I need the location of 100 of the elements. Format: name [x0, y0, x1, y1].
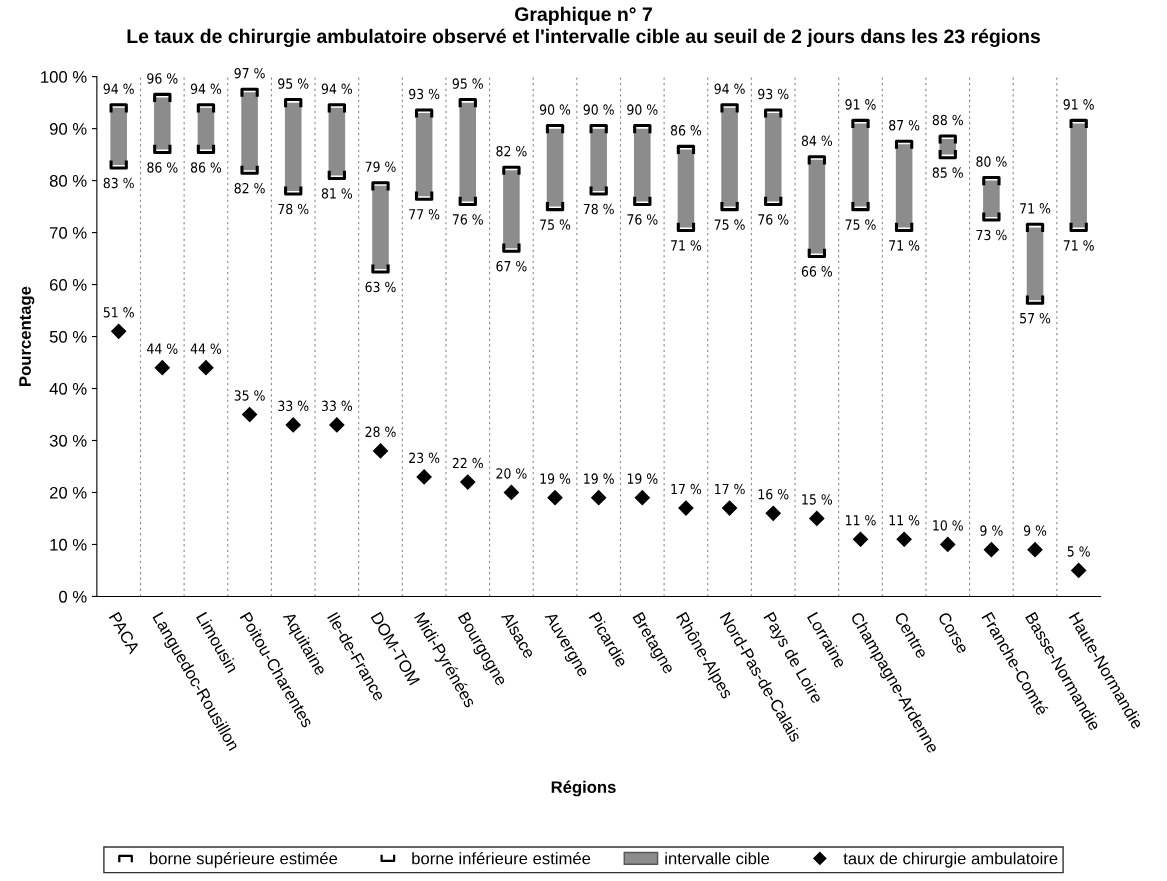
- point: [1071, 562, 1087, 579]
- data-label: 90 %: [627, 104, 658, 115]
- data-label: 85 %: [932, 167, 963, 178]
- y-tick-label: 10 %: [50, 538, 87, 551]
- point: [634, 490, 650, 506]
- data-label: 11 %: [889, 514, 920, 526]
- data-label: 71 %: [671, 240, 702, 251]
- bar: [459, 102, 477, 202]
- data-label: 94 %: [103, 83, 134, 95]
- data-label: 33 %: [321, 400, 353, 412]
- data-label: 9 %: [1023, 525, 1047, 536]
- point: [198, 360, 214, 376]
- point: [852, 531, 869, 547]
- data-label: 76 %: [758, 214, 789, 225]
- data-label: 71 %: [1020, 203, 1051, 214]
- bar: [721, 107, 738, 207]
- data-label: 44 %: [190, 343, 222, 354]
- point: [591, 490, 607, 506]
- data-label: 67 %: [496, 260, 527, 272]
- data-label: 79 %: [365, 161, 396, 172]
- bar: [415, 113, 433, 197]
- data-label: 22 %: [452, 457, 483, 469]
- data-label: 75 %: [845, 219, 876, 230]
- bar: [677, 149, 695, 228]
- data-label: 71 %: [1063, 240, 1094, 251]
- data-label: 28 %: [365, 426, 396, 438]
- bar: [154, 97, 171, 150]
- data-label: 78 %: [278, 203, 309, 215]
- legend-label: taux de chirurgie ambulatoire: [843, 852, 1058, 868]
- data-label: 94 %: [190, 83, 222, 95]
- bar: [372, 185, 389, 269]
- y-tick-label: 50 %: [49, 330, 87, 343]
- data-label: 87 %: [889, 119, 920, 131]
- data-label: 19 %: [584, 473, 614, 484]
- data-label: 73 %: [976, 229, 1007, 241]
- data-label: 97 %: [234, 67, 265, 79]
- data-label: 33 %: [278, 400, 309, 412]
- bar: [546, 128, 564, 207]
- point: [809, 510, 825, 527]
- legend-label: borne inférieure estimée: [412, 851, 591, 865]
- data-label: 82 %: [234, 182, 265, 194]
- y-axis-title: Pourcentage: [19, 286, 35, 386]
- point: [1027, 542, 1043, 558]
- bar: [328, 107, 346, 176]
- y-tick-label: 80 %: [49, 175, 87, 187]
- y-tick-label: 0 %: [59, 590, 87, 603]
- data-label: 51 %: [103, 307, 134, 318]
- legend-label: intervalle cible: [665, 852, 770, 865]
- y-tick-label: 40 %: [49, 382, 87, 395]
- data-label: 71 %: [889, 240, 920, 251]
- bar: [241, 92, 258, 171]
- data-label: 19 %: [627, 473, 658, 484]
- y-tick-label: 60 %: [50, 278, 87, 291]
- legend-label: borne supérieure estimée: [149, 851, 338, 868]
- data-label: 15 %: [802, 494, 833, 505]
- data-label: 5 %: [1067, 546, 1090, 557]
- data-label: 95 %: [452, 78, 483, 89]
- bar: [1026, 227, 1044, 301]
- data-label: 23 %: [409, 452, 440, 464]
- data-label: 16 %: [758, 488, 789, 500]
- data-label: 35 %: [234, 390, 265, 401]
- data-label: 20 %: [496, 468, 527, 479]
- bar: [983, 180, 1000, 217]
- bar: [634, 128, 651, 202]
- data-label: 82 %: [496, 145, 527, 157]
- bar: [764, 113, 782, 202]
- bar: [852, 123, 869, 207]
- bar: [503, 170, 520, 249]
- chart-title: Graphique n° 7: [515, 6, 652, 25]
- data-label: 44 %: [147, 343, 178, 354]
- point: [416, 469, 432, 485]
- y-tick-label: 70 %: [50, 226, 87, 239]
- point: [896, 531, 912, 547]
- point: [678, 500, 694, 516]
- data-label: 76 %: [627, 214, 658, 225]
- bar: [110, 107, 127, 166]
- data-label: 95 %: [278, 78, 309, 89]
- point: [154, 360, 170, 376]
- data-label: 86 %: [147, 162, 178, 173]
- data-label: 86 %: [190, 162, 222, 173]
- data-label: 94 %: [714, 83, 745, 95]
- point: [242, 406, 258, 423]
- point: [460, 474, 476, 490]
- data-label: 75 %: [714, 219, 745, 230]
- data-label: 93 %: [409, 88, 440, 100]
- data-label: 96 %: [147, 73, 178, 84]
- data-label: 90 %: [583, 104, 614, 115]
- point: [329, 417, 345, 433]
- data-label: 86 %: [670, 125, 702, 136]
- data-label: 90 %: [539, 104, 571, 115]
- data-label: 11 %: [845, 514, 876, 526]
- data-label: 76 %: [452, 214, 483, 225]
- data-label: 77 %: [409, 208, 440, 220]
- point: [722, 500, 738, 516]
- data-label: 81 %: [321, 188, 353, 199]
- y-tick-label: 30 %: [49, 434, 87, 447]
- bar: [895, 144, 913, 228]
- data-label: 17 %: [671, 483, 702, 495]
- data-label: 9 %: [980, 525, 1003, 536]
- point: [372, 443, 389, 459]
